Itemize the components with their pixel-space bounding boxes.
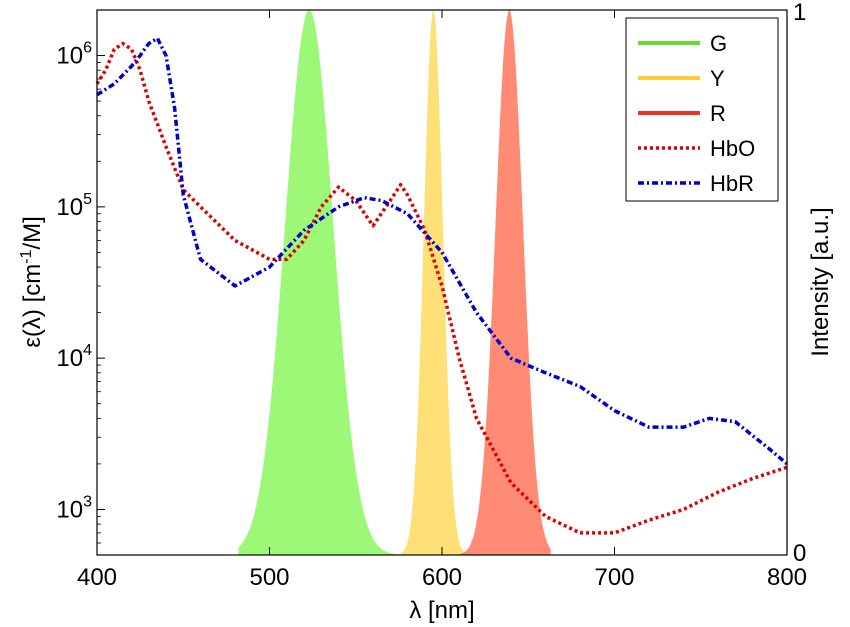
curve-hbr — [96, 36, 789, 466]
x-axis-label: λ [nm] — [409, 597, 474, 624]
legend-label-hbo: HbO — [710, 136, 755, 161]
y-tick-label: 103 — [56, 493, 92, 523]
legend: GYR HbO HbR — [625, 17, 779, 202]
x-axis: 400 500 600 700 800 — [77, 10, 807, 591]
y-tick-label: 105 — [56, 191, 92, 221]
x-tick-label: 800 — [767, 564, 807, 591]
absorption-curves-layer — [95, 36, 789, 535]
curve-hbo — [95, 41, 788, 535]
y-axis-left-label: ε(λ) [cm-1/M] — [18, 216, 46, 348]
legend-label-y: Y — [710, 66, 725, 91]
legend-label-g: G — [710, 31, 727, 56]
legend-box — [625, 17, 779, 202]
x-tick-label: 500 — [249, 564, 289, 591]
legend-label-hbr: HbR — [710, 171, 754, 196]
x-tick-label: 700 — [594, 564, 634, 591]
spectrum-y — [381, 10, 468, 555]
y-axis-right: 01 — [779, 0, 806, 567]
y-tick-label: 106 — [56, 40, 92, 70]
spectrum-r — [445, 10, 551, 555]
y-right-tick-label: 0 — [793, 540, 806, 567]
x-tick-label: 400 — [77, 564, 117, 591]
legend-label-r: R — [710, 101, 726, 126]
x-tick-label: 600 — [422, 564, 462, 591]
y-axis-left: 103 104 105 106 — [56, 9, 105, 556]
y-tick-label: 104 — [56, 342, 92, 372]
spectrum-g — [238, 10, 417, 555]
spectra-layer — [238, 10, 551, 555]
y-axis-right-label: Intensity [a.u.] — [807, 207, 834, 356]
y-right-tick-label: 1 — [793, 0, 806, 26]
